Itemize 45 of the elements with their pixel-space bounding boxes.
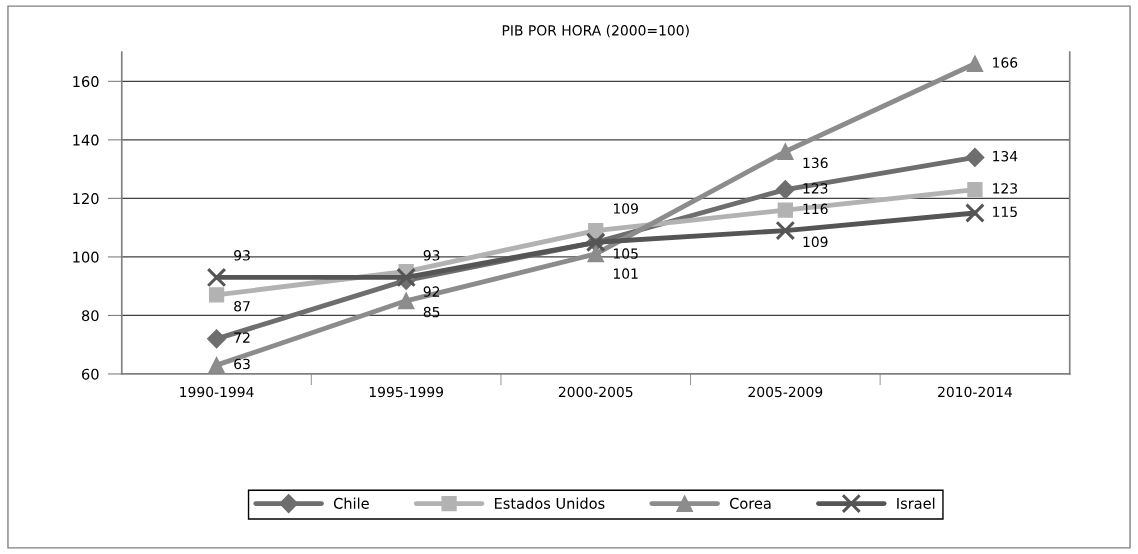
y-tick-label: 120 [73,193,99,205]
point [207,329,227,349]
point [966,55,984,73]
data-label: 87 [234,300,250,312]
point [587,245,605,263]
data-label: 166 [993,57,1018,68]
data-label: 85 [423,306,440,318]
point [967,181,983,198]
point [777,202,793,218]
point [776,143,794,160]
legend-label: Israel [897,497,935,509]
x-tick-label: 2005-2009 [748,386,823,398]
point [208,356,225,374]
data-label: 92 [423,286,440,297]
data-label: 63 [234,358,250,370]
data-label: 109 [803,236,828,248]
y-tick-label: 60 [82,368,99,380]
y-tick-label: 80 [81,310,99,322]
point [775,220,796,241]
data-label: 134 [993,150,1018,162]
x-tick-label: 2010-2014 [938,386,1012,398]
point [965,147,985,167]
x-tick-label: 1990-1994 [180,386,254,398]
point [965,203,985,223]
data-label: 109 [613,203,638,214]
point [775,180,795,200]
legend-label: Chile [333,497,369,509]
data-label: 123 [803,183,828,194]
y-tick-label: 160 [73,76,99,88]
data-label: 123 [993,183,1017,194]
chart-title: PIB POR HORA (2000=100) [502,24,689,38]
data-label: 72 [234,332,250,343]
data-label: 136 [803,157,828,169]
y-tick-label: 100 [73,251,99,263]
point [206,267,227,288]
legend-label: Corea [729,497,771,509]
legend-label: Estados Unidos [495,497,605,509]
data-label: 116 [803,203,828,215]
x-tick-label: 2000-2005 [558,386,633,398]
data-label: 115 [993,206,1017,218]
data-label: 101 [613,268,638,279]
y-tick-label: 140 [73,134,99,146]
point [397,292,415,310]
x-tick-label: 1995-1999 [369,386,444,398]
point [208,287,225,303]
